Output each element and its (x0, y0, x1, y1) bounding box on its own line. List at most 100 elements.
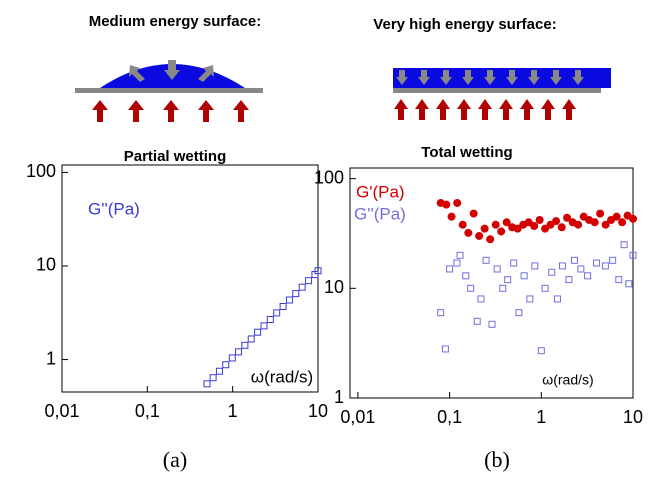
x-tick-label: 0,01 (44, 401, 79, 421)
point (486, 235, 495, 244)
point (541, 284, 549, 292)
point (502, 218, 511, 227)
point (577, 265, 585, 273)
surface-arrows-b (394, 99, 576, 120)
x-tick-label: 0,01 (340, 407, 375, 427)
x-axis-label: ω(rad/s) (542, 372, 593, 388)
point (504, 276, 512, 284)
point (458, 220, 467, 229)
x-tick-label: 0,1 (135, 401, 160, 421)
y-tick-label: 10 (324, 277, 344, 297)
point (209, 374, 217, 382)
point (535, 215, 544, 224)
point (480, 224, 489, 233)
point (464, 228, 473, 237)
point (442, 200, 451, 209)
point (453, 259, 461, 267)
point (615, 276, 623, 284)
point (260, 322, 268, 330)
point (618, 218, 627, 227)
point (469, 209, 478, 218)
legend-label: G''(Pa) (88, 199, 140, 218)
point (625, 280, 633, 288)
point (531, 262, 539, 270)
point (453, 198, 462, 207)
point (558, 262, 566, 270)
point (574, 220, 583, 229)
y-tick-label: 10 (36, 255, 56, 275)
point (557, 223, 566, 232)
surface-arrows-a (92, 100, 249, 122)
point (590, 218, 599, 227)
point (553, 295, 561, 303)
point (462, 272, 470, 280)
x-tick-label: 1 (228, 401, 238, 421)
point (565, 276, 573, 284)
y-tick-label: 1 (334, 387, 344, 407)
point (515, 309, 523, 317)
point (513, 224, 522, 233)
point (285, 296, 293, 304)
point (530, 221, 539, 230)
point (493, 265, 501, 273)
y-tick-label: 100 (26, 161, 56, 181)
plot-frame (61, 164, 319, 393)
point (491, 220, 500, 229)
point (477, 295, 485, 303)
point (215, 367, 223, 375)
point (482, 256, 490, 264)
x-tick-label: 0,1 (437, 407, 462, 427)
point (629, 214, 637, 223)
point (612, 212, 621, 221)
caption: (b) (484, 447, 510, 472)
point (526, 295, 534, 303)
point (279, 302, 287, 310)
point (292, 290, 300, 298)
point (234, 348, 242, 356)
point (499, 284, 507, 292)
point (266, 315, 274, 323)
point (520, 272, 528, 280)
panel-subtitle: Partial wetting (124, 148, 227, 165)
point (437, 309, 445, 317)
x-axis-label: ω(rad/s) (251, 367, 313, 386)
point (563, 213, 572, 222)
point (222, 361, 230, 369)
point (629, 251, 637, 259)
legend-label: G'(Pa) (356, 182, 405, 201)
point (241, 341, 249, 349)
y-tick-label: 1 (46, 348, 56, 368)
point (510, 259, 518, 267)
point (247, 335, 255, 343)
point (314, 267, 322, 275)
point (620, 241, 628, 249)
point (446, 265, 454, 273)
film-arrows (396, 70, 584, 85)
surface (75, 88, 263, 93)
panel-subtitle: Total wetting (421, 144, 512, 161)
point (596, 209, 605, 218)
point (298, 283, 306, 291)
point (537, 347, 545, 355)
plot-frame (349, 167, 634, 399)
point (601, 262, 609, 270)
point (447, 212, 456, 221)
point (548, 268, 556, 276)
point (456, 251, 464, 259)
point (609, 256, 617, 264)
point (552, 217, 561, 226)
legend-label: G''(Pa) (354, 204, 406, 223)
point (475, 231, 484, 240)
caption: (a) (163, 447, 187, 472)
x-tick-label: 10 (623, 407, 643, 427)
point (584, 272, 592, 280)
point (601, 220, 610, 229)
point (203, 380, 211, 388)
point (441, 345, 449, 353)
point (305, 277, 313, 285)
point (570, 256, 578, 264)
inner-arrows (129, 60, 214, 82)
point (473, 317, 481, 325)
point (488, 320, 496, 328)
